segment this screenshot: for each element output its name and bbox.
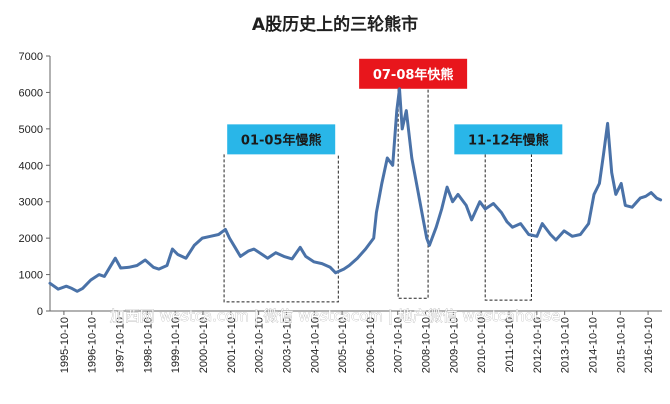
watermark-text: 加西网 westca.com | 微信 westcacom | 地产微信 wes… xyxy=(110,307,560,325)
x-tick-label: 2007-10-10 xyxy=(393,317,405,373)
x-tick-label: 2004-10-10 xyxy=(309,317,321,373)
annotation-label-box xyxy=(359,58,468,89)
x-tick-label: 2016-10-10 xyxy=(643,317,655,373)
index-series-line xyxy=(48,87,663,293)
y-tick-label: 3000 xyxy=(19,197,43,209)
annotation-dashed-bracket xyxy=(223,154,339,303)
y-tick-label: 4000 xyxy=(19,160,43,172)
x-tick-label: 2012-10-10 xyxy=(532,317,544,373)
chart-title: A股历史上的三轮熊市 xyxy=(252,14,418,35)
x-tick-label: 1999-10-10 xyxy=(170,317,182,373)
y-tick-label: 0 xyxy=(37,306,43,318)
annotation-label: 01-05年慢熊 xyxy=(241,132,322,148)
y-tick-label: 2000 xyxy=(19,233,43,245)
bear-market-annotation: 01-05年慢熊 xyxy=(223,124,339,303)
x-tick-label: 2000-10-10 xyxy=(198,317,210,373)
annotation-label: 11-12年慢熊 xyxy=(468,132,549,148)
bear-market-annotation: 11-12年慢熊 xyxy=(454,124,563,301)
x-tick-label: 2011-10-10 xyxy=(504,317,516,372)
chart-annotations: 01-05年慢熊 07-08年快熊 11-12年慢熊 xyxy=(223,58,563,303)
x-tick-label: 1996-10-10 xyxy=(87,317,99,373)
x-tick-label: 2010-10-10 xyxy=(476,317,488,373)
annotation-label-box xyxy=(227,124,336,155)
x-tick-label: 1998-10-10 xyxy=(142,317,154,373)
x-tick-label: 2001-10-10 xyxy=(226,317,238,373)
x-tick-label: 2006-10-10 xyxy=(365,317,377,373)
annotation-label-box xyxy=(454,124,563,155)
x-tick-label: 2015-10-10 xyxy=(615,317,627,373)
x-tick-label: 2005-10-10 xyxy=(337,317,349,373)
annotation-dashed-bracket xyxy=(484,154,532,301)
y-tick-label: 1000 xyxy=(19,270,43,282)
y-tick-label: 6000 xyxy=(19,87,43,99)
x-tick-label: 1995-10-10 xyxy=(59,317,71,373)
x-tick-label: 2003-10-10 xyxy=(281,317,293,373)
x-tick-label: 2014-10-10 xyxy=(587,317,599,373)
x-tick-label: 2002-10-10 xyxy=(254,317,266,373)
chart-axes: 0 1000 2000 3000 4000 5000 6000 7000 1995-10-10 1… xyxy=(19,51,662,373)
x-tick-label: 1997-10-10 xyxy=(115,317,127,373)
annotation-label: 07-08年快熊 xyxy=(373,67,454,83)
x-tick-label: 2013-10-10 xyxy=(560,317,572,373)
y-tick-label: 5000 xyxy=(19,124,43,136)
y-tick-label: 7000 xyxy=(19,51,43,63)
bear-market-annotation: 07-08年快熊 xyxy=(359,58,468,299)
x-tick-label: 2009-10-10 xyxy=(448,317,460,373)
x-tick-label: 2008-10-10 xyxy=(421,317,433,373)
chart-plot-area xyxy=(48,87,663,293)
